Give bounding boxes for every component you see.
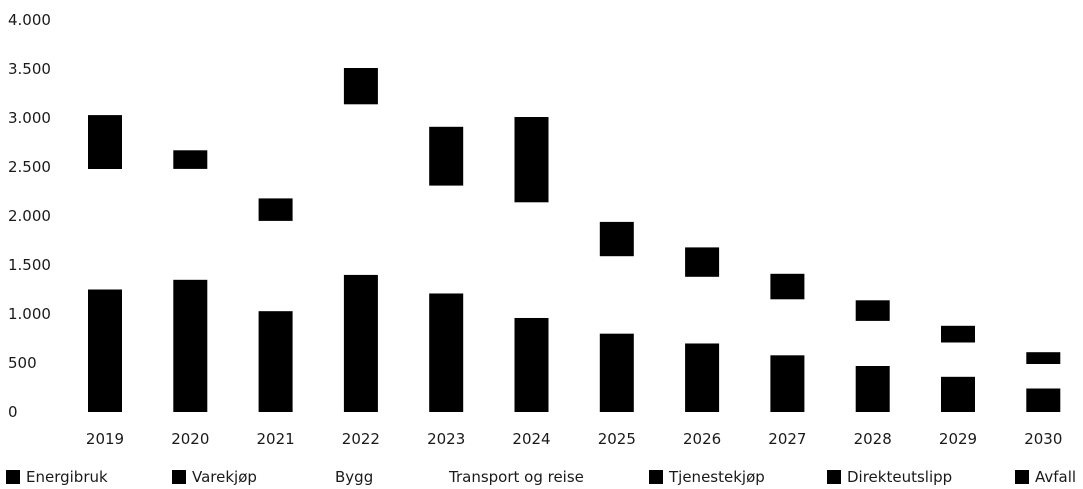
bar-segment <box>599 333 634 412</box>
x-tick-label: 2020 <box>171 430 209 448</box>
y-tick-label: 2.500 <box>8 158 51 176</box>
legend-label: Bygg <box>335 468 374 486</box>
bar-segment <box>173 169 208 280</box>
y-tick-label: 1.500 <box>8 256 51 274</box>
y-tick-label: 2.000 <box>8 207 51 225</box>
legend-label: Transport og reise <box>449 468 584 486</box>
bar-segment <box>855 320 890 366</box>
legend-item-avfall: Avfall <box>1015 466 1076 488</box>
bar-segment <box>343 274 378 412</box>
bar-segment <box>855 365 890 412</box>
bar-segment <box>343 104 378 275</box>
bar-segment <box>1026 364 1061 389</box>
y-axis: 0 500 1.000 1.500 2.000 2.500 3.000 3.500 4.000 <box>8 11 51 421</box>
bar-segment <box>173 279 208 412</box>
bar-segment <box>685 247 720 277</box>
y-tick-label: 0 <box>8 403 18 421</box>
x-tick-label: 2026 <box>683 430 721 448</box>
x-tick-label: 2029 <box>939 430 977 448</box>
legend-label: Varekjøp <box>192 468 257 486</box>
bar-segment <box>88 169 122 290</box>
legend-item-energibruk: Energibruk <box>6 466 108 488</box>
y-tick-label: 4.000 <box>8 11 51 29</box>
bar-segment <box>514 317 549 412</box>
legend-swatch <box>649 470 663 484</box>
bar-segment <box>258 220 293 312</box>
bar-segment <box>941 376 975 412</box>
y-tick-label: 500 <box>8 354 37 372</box>
bar-segment <box>258 198 293 221</box>
bar-segment <box>88 115 122 169</box>
bar-segment <box>429 126 464 186</box>
bar-segment <box>514 202 549 318</box>
x-axis: 2019 2020 2021 2022 2023 2024 2025 2026 2027 2028… <box>86 430 1062 448</box>
legend-label: Direkteutslipp <box>847 468 953 486</box>
stacked-bar-chart: 05001.0001.5002.0002.5003.0003.5004.000 … <box>8 11 1062 448</box>
x-tick-label: 2022 <box>342 430 380 448</box>
bar-segment <box>88 289 122 412</box>
legend-swatch <box>827 470 841 484</box>
legend-label: Avfall <box>1035 468 1077 486</box>
y-tick-label: 3.000 <box>8 109 51 127</box>
bar-segment <box>770 273 805 300</box>
x-tick-label: 2019 <box>86 430 124 448</box>
bar-segment <box>685 276 720 344</box>
legend-label: Tjenestekjøp <box>669 468 765 486</box>
x-tick-label: 2023 <box>427 430 465 448</box>
legend-item-direkteutslipp: Direkteutslipp <box>827 466 952 488</box>
x-tick-label: 2027 <box>768 430 806 448</box>
bar-segment <box>1026 352 1061 364</box>
bar-segment <box>258 311 293 412</box>
bar-segment <box>855 300 890 321</box>
legend-swatch <box>1015 470 1029 484</box>
bar-segment <box>514 117 549 203</box>
bars <box>88 68 1061 412</box>
bar-segment <box>941 342 975 377</box>
legend-item-transport: Transport og reise <box>449 466 584 488</box>
bar-segment <box>770 355 805 412</box>
legend-item-bygg: Bygg <box>335 466 373 488</box>
bar-segment <box>770 299 805 356</box>
x-tick-label: 2030 <box>1024 430 1062 448</box>
bar-segment <box>685 343 720 412</box>
legend-swatch <box>6 470 20 484</box>
y-tick-label: 3.500 <box>8 60 51 78</box>
bar-segment <box>173 150 208 169</box>
y-tick-label: 1.000 <box>8 305 51 323</box>
legend-item-varekjop: Varekjøp <box>172 466 257 488</box>
bar-segment <box>599 221 634 257</box>
legend-item-tjenestekjop: Tjenestekjøp <box>649 466 765 488</box>
x-tick-label: 2024 <box>512 430 550 448</box>
legend-label: Energibruk <box>26 468 108 486</box>
legend-swatch <box>172 470 186 484</box>
bar-segment <box>429 293 464 412</box>
bar-segment <box>429 185 464 294</box>
bar-segment <box>343 68 378 105</box>
x-tick-label: 2025 <box>598 430 636 448</box>
legend: Energibruk Varekjøp Bygg Transport og re… <box>0 466 1083 488</box>
bar-segment <box>599 256 634 334</box>
bar-segment <box>941 325 975 343</box>
bar-segment <box>1026 388 1061 412</box>
x-tick-label: 2021 <box>257 430 295 448</box>
x-tick-label: 2028 <box>854 430 892 448</box>
